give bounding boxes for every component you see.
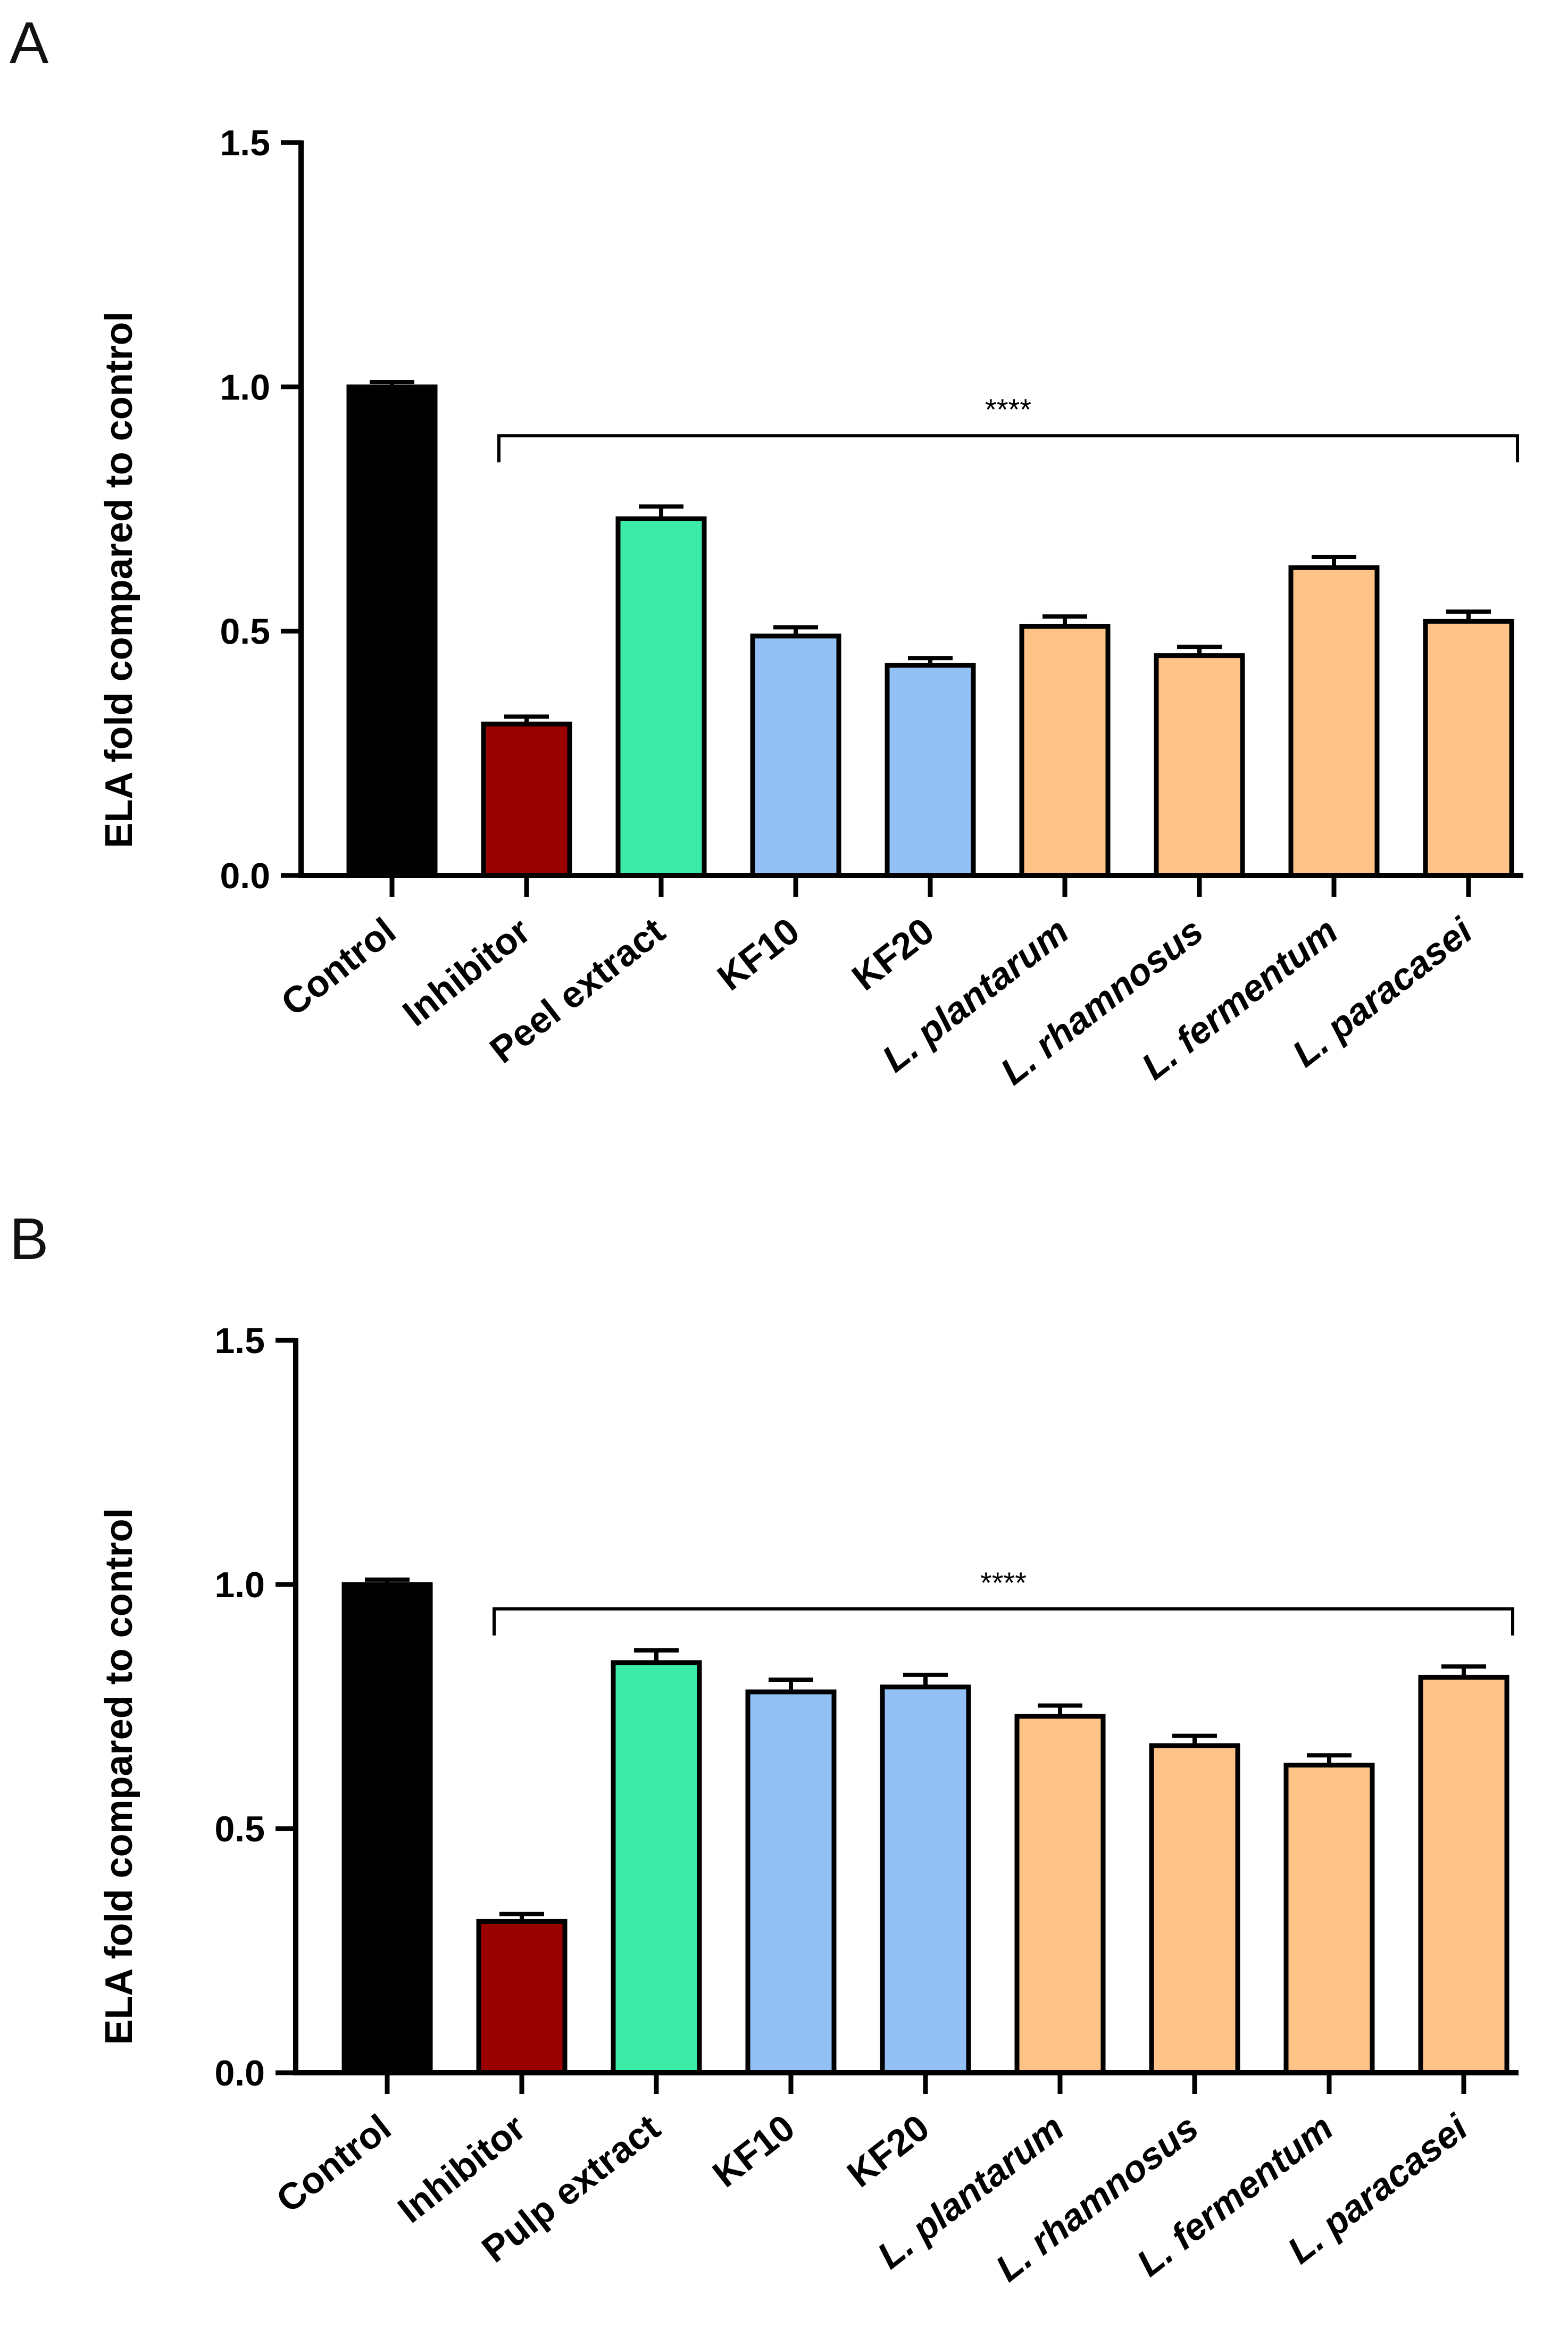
y-tick-label-b-0: 0.0 <box>214 2053 265 2093</box>
error-bar-a-7 <box>1312 555 1356 568</box>
bars-a <box>346 384 1514 878</box>
y-axis-label-b: ELA fold compared to control <box>98 1508 140 2045</box>
y-tick-label-b-1: 0.5 <box>214 1809 265 1849</box>
y-ticks-b: 0.0 0.5 1.0 1.5 <box>214 1321 296 2093</box>
panel-letter-a: A <box>10 10 49 76</box>
error-bar-a-4 <box>908 656 953 665</box>
y-tick-label-b-2: 1.0 <box>214 1565 265 1605</box>
error-bar-a-1 <box>504 714 549 724</box>
bar-a-3 <box>750 633 841 878</box>
significance-label-b: **** <box>980 1566 1027 1599</box>
error-bar-b-2 <box>634 1648 679 1663</box>
error-bar-a-3 <box>773 625 818 636</box>
error-bar-b-5 <box>1038 1703 1082 1716</box>
significance-b: **** <box>493 1566 1514 1636</box>
axes-a <box>298 140 1523 878</box>
bar-b-7 <box>1283 1763 1375 2075</box>
error-bar-a-2 <box>639 504 683 519</box>
bar-a-0 <box>346 384 438 878</box>
error-bar-b-7 <box>1307 1753 1352 1765</box>
panel-letter-b: B <box>10 1206 48 1272</box>
x-tick-label-a-3: KF10 <box>710 910 807 998</box>
error-bar-b-8 <box>1441 1664 1486 1678</box>
error-bars-b <box>365 1577 1486 1922</box>
bar-b-1 <box>476 1918 568 2075</box>
error-bar-b-0 <box>365 1577 410 1584</box>
bar-b-5 <box>1014 1714 1106 2075</box>
significance-bracket-b <box>493 1607 1514 1636</box>
significance-bracket-a <box>497 434 1519 463</box>
bar-a-4 <box>885 663 976 878</box>
bars-b <box>341 1582 1509 2075</box>
x-tick-label-a-0: Control <box>273 910 403 1024</box>
x-tick-label-b-3: KF10 <box>705 2106 802 2195</box>
y-axis-label-a: ELA fold compared to control <box>98 311 140 848</box>
error-bar-b-3 <box>769 1678 813 1692</box>
significance-a: **** <box>497 393 1519 463</box>
bar-a-5 <box>1019 623 1111 878</box>
y-tick-label-a-2: 1.0 <box>220 367 270 407</box>
bar-a-7 <box>1288 565 1380 878</box>
y-tick-label-a-3: 1.5 <box>220 123 270 163</box>
y-tick-label-b-3: 1.5 <box>214 1321 265 1361</box>
error-bar-b-4 <box>903 1672 948 1687</box>
significance-label-a: **** <box>985 393 1031 426</box>
bar-a-8 <box>1423 619 1514 878</box>
bar-b-6 <box>1149 1743 1240 2075</box>
bar-b-3 <box>745 1689 837 2075</box>
error-bar-b-6 <box>1172 1733 1217 1746</box>
y-ticks-a: 0.0 0.5 1.0 1.5 <box>220 123 301 896</box>
x-tick-label-a-4: KF20 <box>844 910 941 998</box>
panel-a: A ELA fold compared to control 0.0 0.5 1.0… <box>10 10 1523 1092</box>
x-tick-label-b-4: KF20 <box>839 2106 937 2195</box>
y-tick-label-a-1: 0.5 <box>220 612 270 652</box>
x-tick-label-b-0: Control <box>269 2106 398 2221</box>
error-bar-b-1 <box>499 1912 544 1922</box>
panel-b: B ELA fold compared to control 0.0 0.5 1.0… <box>10 1206 1519 2289</box>
error-bars-a <box>370 380 1491 724</box>
bar-b-2 <box>611 1660 702 2075</box>
error-bar-a-0 <box>370 380 414 387</box>
error-bar-a-8 <box>1446 609 1491 622</box>
axes-b <box>293 1338 1519 2075</box>
error-bar-a-6 <box>1177 645 1222 656</box>
bar-a-1 <box>481 721 572 878</box>
bar-b-4 <box>880 1684 971 2075</box>
bar-b-0 <box>341 1582 433 2075</box>
bar-a-6 <box>1154 653 1245 878</box>
bar-a-2 <box>615 516 707 878</box>
y-tick-label-a-0: 0.0 <box>220 856 270 896</box>
error-bar-a-5 <box>1042 614 1087 627</box>
bar-b-8 <box>1418 1674 1509 2075</box>
